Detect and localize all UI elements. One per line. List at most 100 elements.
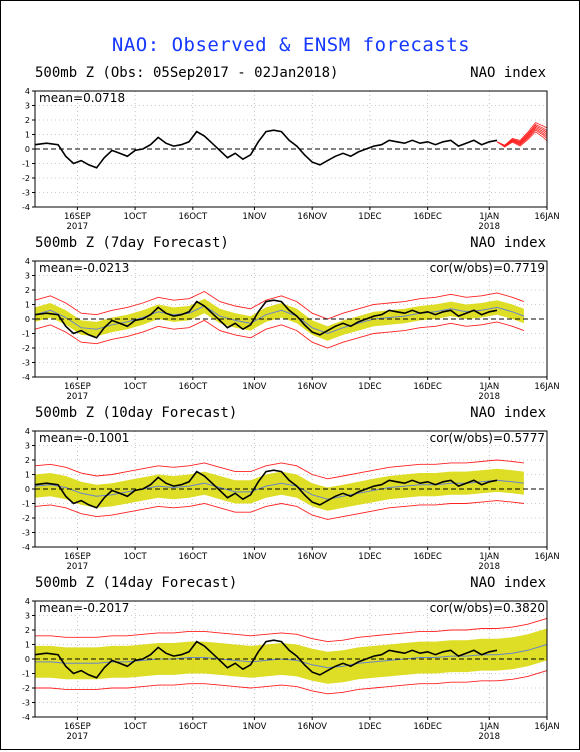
- x-tick-label: 16NOV: [297, 552, 327, 562]
- x-tick-label: 16JAN: [534, 552, 559, 562]
- panel-index-label: NAO index: [470, 65, 546, 81]
- x-tick-label: 1DEC: [358, 382, 381, 392]
- ensemble-mean-line: [34, 305, 525, 335]
- x-year-label: 2018: [478, 562, 500, 572]
- y-tick-label: -1: [22, 670, 30, 679]
- y-tick-label: 0: [25, 655, 30, 664]
- x-tick-label: 16OCT: [179, 722, 208, 732]
- panel-7day: 500mb Z (7day Forecast) NAO index 4 3 2 1 0 -…: [1, 235, 580, 412]
- ensemble-mean-line: [34, 479, 524, 500]
- x-tick-label: 1NOV: [242, 382, 266, 392]
- y-tick-label: 1: [25, 301, 30, 310]
- y-tick-label: 1: [25, 641, 30, 650]
- ensemble-spread: [35, 628, 547, 684]
- y-tick-label: -3: [22, 529, 30, 538]
- mean-label: mean=-0.1001: [39, 431, 129, 445]
- x-tick-label: 16NOV: [297, 212, 327, 222]
- x-tick-label: 1NOV: [242, 722, 266, 732]
- x-tick-label: 16DEC: [413, 552, 442, 562]
- ensemble-upper-bound: [34, 459, 524, 480]
- x-tick-label: 16JAN: [534, 212, 559, 222]
- x-tick-label: 16NOV: [297, 722, 327, 732]
- y-tick-label: 4: [25, 257, 30, 266]
- x-year-label: 2018: [478, 222, 500, 232]
- correlation-label: cor(w/obs)=0.3820: [430, 601, 545, 615]
- observed-line: [34, 469, 498, 509]
- panel-title: 500mb Z (10day Forecast): [35, 405, 238, 421]
- panel-observed: 500mb Z (Obs: 05Sep2017 - 02Jan2018) NAO…: [1, 65, 580, 242]
- x-tick-label: 1JAN: [479, 722, 499, 732]
- ensemble-upper-bound: [35, 617, 548, 643]
- panel-title: 500mb Z (14day Forecast): [35, 575, 238, 591]
- y-tick-label: -2: [22, 514, 30, 523]
- y-tick-label: 1: [25, 131, 30, 140]
- x-tick-label: 1JAN: [479, 382, 499, 392]
- panel-title: 500mb Z (Obs: 05Sep2017 - 02Jan2018): [35, 65, 339, 81]
- y-tick-label: -4: [22, 373, 30, 382]
- panel-index-label: NAO index: [470, 575, 546, 591]
- ensemble-upper-bound: [34, 290, 525, 320]
- x-year-label: 2018: [478, 392, 500, 402]
- x-tick-label: 16SEP: [64, 552, 91, 562]
- y-tick-label: -1: [22, 330, 30, 339]
- y-tick-label: -2: [22, 344, 30, 353]
- x-tick-label: 1OCT: [123, 382, 147, 392]
- panel-10day: 500mb Z (10day Forecast) NAO index 4 3 2 1 0…: [1, 405, 580, 582]
- x-tick-label: 1NOV: [242, 212, 266, 222]
- plot-14day: 4 3 2 1 0 -1 -2 -3 -4 16SEP 1OCT 16OCT 1NOV 16NOV 1DEC…: [22, 597, 560, 742]
- correlation-label: cor(w/obs)=0.5777: [430, 431, 545, 445]
- ensemble-member-line: [496, 122, 548, 146]
- x-tick-label: 1DEC: [358, 722, 381, 732]
- x-year-label: 2017: [67, 392, 89, 402]
- x-year-label: 2018: [478, 732, 500, 742]
- x-year-label: 2017: [67, 562, 89, 572]
- x-tick-label: 16SEP: [64, 722, 91, 732]
- x-year-label: 2017: [67, 222, 89, 232]
- x-tick-label: 16NOV: [297, 382, 327, 392]
- y-tick-label: 4: [25, 427, 30, 436]
- y-tick-label: -1: [22, 500, 30, 509]
- panel-title: 500mb Z (7day Forecast): [35, 235, 229, 251]
- y-tick-label: 2: [25, 286, 30, 295]
- plot-7day: 4 3 2 1 0 -1 -2 -3 -4 16SEP 1OCT 16OCT 1NOV 16NOV 1DEC…: [22, 257, 560, 402]
- y-tick-label: 2: [25, 626, 30, 635]
- observed-line: [34, 129, 498, 169]
- y-tick-label: 0: [25, 145, 30, 154]
- x-tick-label: 16JAN: [534, 722, 559, 732]
- panel-index-label: NAO index: [470, 235, 546, 251]
- y-tick-label: -3: [22, 189, 30, 198]
- observed-line: [34, 639, 498, 679]
- ensemble-lower-bound: [34, 500, 524, 520]
- y-tick-label: -2: [22, 684, 30, 693]
- mean-label: mean=-0.0213: [39, 261, 129, 275]
- y-tick-label: -1: [22, 160, 30, 169]
- plot-10day: 4 3 2 1 0 -1 -2 -3 -4 16SEP 1OCT 16OCT 1NOV 16NOV 1DEC…: [22, 427, 560, 572]
- panel-index-label: NAO index: [470, 405, 546, 421]
- y-tick-label: 4: [25, 87, 30, 96]
- ensemble-lower-bound: [35, 670, 548, 695]
- x-tick-label: 1JAN: [479, 212, 499, 222]
- x-tick-label: 1DEC: [358, 552, 381, 562]
- y-tick-label: 4: [25, 597, 30, 606]
- x-tick-label: 16DEC: [413, 212, 442, 222]
- x-tick-label: 1DEC: [358, 212, 381, 222]
- y-tick-label: -3: [22, 359, 30, 368]
- y-tick-label: -4: [22, 203, 30, 212]
- mean-label: mean=-0.2017: [39, 601, 129, 615]
- x-tick-label: 16OCT: [179, 552, 208, 562]
- x-tick-label: 16DEC: [413, 382, 442, 392]
- y-tick-label: 3: [25, 272, 30, 281]
- x-tick-label: 1OCT: [123, 552, 147, 562]
- x-tick-label: 1OCT: [123, 212, 147, 222]
- y-tick-label: 2: [25, 116, 30, 125]
- y-tick-label: 0: [25, 485, 30, 494]
- correlation-label: cor(w/obs)=0.7719: [430, 261, 545, 275]
- x-tick-label: 16DEC: [413, 722, 442, 732]
- x-tick-label: 1JAN: [479, 552, 499, 562]
- page-title: NAO: Observed & ENSM forecasts: [111, 34, 471, 56]
- y-tick-label: -3: [22, 699, 30, 708]
- panel-14day: 500mb Z (14day Forecast) NAO index 4 3 2 1 0…: [1, 575, 580, 752]
- y-tick-label: 0: [25, 315, 30, 324]
- y-tick-label: -4: [22, 543, 30, 552]
